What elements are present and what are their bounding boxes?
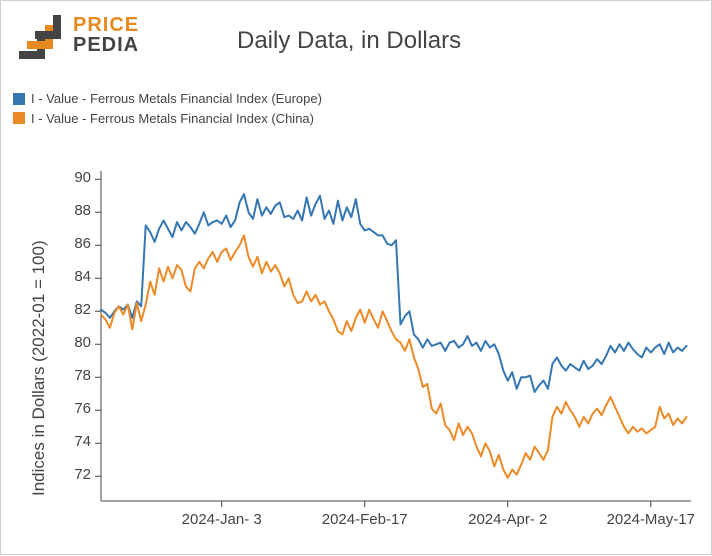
chart-frame: PRICE PEDIA Daily Data, in Dollars I - V…: [0, 0, 712, 555]
x-tick-label: 2024-May-17: [607, 511, 695, 528]
x-tick-label: 2024-Apr- 2: [468, 511, 547, 528]
x-tick-label: 2024-Jan- 3: [182, 511, 262, 528]
y-tick-label: 86: [61, 235, 91, 252]
line-chart: [1, 1, 712, 556]
y-tick-label: 88: [61, 202, 91, 219]
y-tick-label: 74: [61, 433, 91, 450]
y-tick-label: 80: [61, 334, 91, 351]
y-tick-label: 84: [61, 268, 91, 285]
y-tick-label: 82: [61, 301, 91, 318]
y-tick-label: 72: [61, 466, 91, 483]
y-tick-label: 76: [61, 400, 91, 417]
y-tick-label: 90: [61, 169, 91, 186]
x-tick-label: 2024-Feb-17: [322, 511, 408, 528]
y-tick-label: 78: [61, 367, 91, 384]
